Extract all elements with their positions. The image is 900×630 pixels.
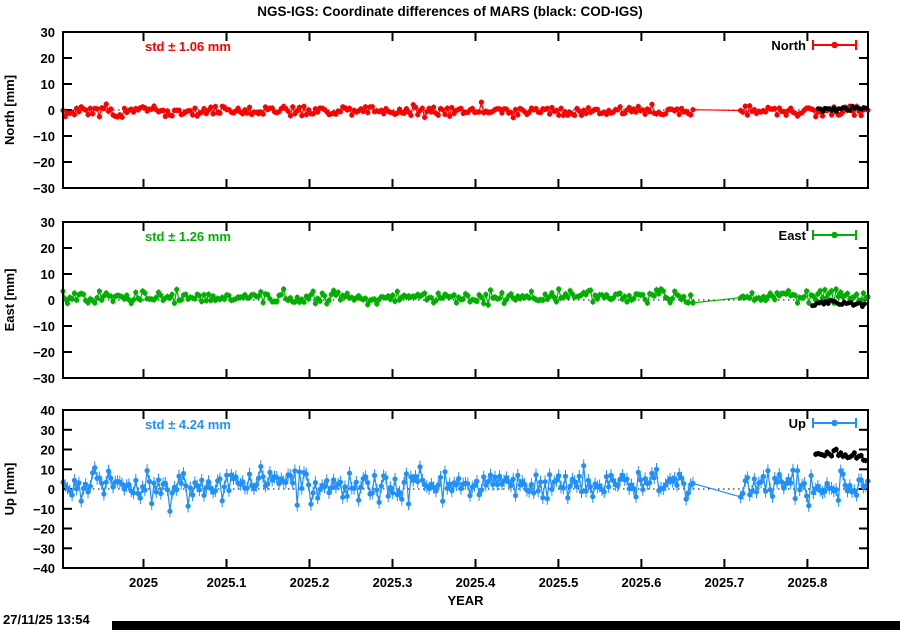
y-tick-label: 30 bbox=[41, 423, 55, 438]
x-tick-label: 2025.1 bbox=[207, 575, 247, 590]
series-east-main-points bbox=[60, 286, 871, 308]
y-tick-label: 20 bbox=[41, 51, 55, 66]
std-label: std ± 1.06 mm bbox=[145, 39, 231, 54]
y-tick-label: 30 bbox=[41, 215, 55, 230]
y-tick-label: 10 bbox=[41, 77, 55, 92]
x-tick-label: 2025.2 bbox=[290, 575, 330, 590]
y-axis-title: Up [mm] bbox=[2, 463, 17, 516]
series-up-main-points bbox=[60, 463, 871, 514]
series-up-overlay-points bbox=[813, 446, 869, 464]
y-tick-label: −30 bbox=[33, 371, 55, 386]
timestamp: 27/11/25 13:54 bbox=[3, 612, 90, 627]
std-label: std ± 4.24 mm bbox=[145, 417, 231, 432]
legend-symbol-point bbox=[831, 41, 838, 49]
y-tick-label: 10 bbox=[41, 462, 55, 477]
x-tick-label: 2025 bbox=[129, 575, 158, 590]
legend-symbol-point bbox=[831, 419, 838, 427]
legend-label: North bbox=[771, 38, 806, 53]
y-tick-label: 30 bbox=[41, 25, 55, 40]
y-tick-label: 0 bbox=[48, 482, 55, 497]
x-tick-label: 2025.5 bbox=[539, 575, 579, 590]
y-tick-label: 0 bbox=[48, 103, 55, 118]
y-tick-label: 40 bbox=[41, 403, 55, 418]
panel-north: 30 20 10 0 −10 −20 −30 North [mm] std ± 1.06 mm N… bbox=[2, 25, 871, 196]
series-north-overlay-points bbox=[815, 103, 869, 115]
legend-symbol-point bbox=[831, 231, 838, 239]
y-tick-label: −30 bbox=[33, 181, 55, 196]
x-tick-label: 2025.3 bbox=[373, 575, 413, 590]
panel-border bbox=[62, 221, 869, 379]
y-axis-title: North [mm] bbox=[2, 75, 17, 145]
y-tick-label: 20 bbox=[41, 241, 55, 256]
std-label: std ± 1.26 mm bbox=[145, 229, 231, 244]
y-axis-title: East [mm] bbox=[2, 269, 17, 332]
x-tick-label: 2025.4 bbox=[456, 575, 497, 590]
y-tick-label: −20 bbox=[33, 522, 55, 537]
y-tick-label: −10 bbox=[33, 319, 55, 334]
y-tick-label: −10 bbox=[33, 502, 55, 517]
x-tick-label: 2025.8 bbox=[788, 575, 828, 590]
bottom-bar bbox=[112, 621, 900, 630]
y-tick-label: −20 bbox=[33, 155, 55, 170]
x-tick-label: 2025.6 bbox=[622, 575, 662, 590]
y-tick-label: 10 bbox=[41, 267, 55, 282]
legend-label: East bbox=[779, 228, 807, 243]
y-tick-label: 0 bbox=[48, 293, 55, 308]
chart-title: NGS-IGS: Coordinate differences of MARS … bbox=[257, 4, 643, 19]
y-tick-label: −40 bbox=[33, 561, 55, 576]
legend-label: Up bbox=[789, 416, 806, 431]
panel-border bbox=[62, 31, 869, 189]
series-east-overlay-points bbox=[810, 297, 868, 309]
panel-east: 30 20 10 0 −10 −20 −30 East [mm] std ± 1.26 mm Ea… bbox=[2, 215, 871, 386]
y-tick-label: −20 bbox=[33, 345, 55, 360]
x-tick-label: 2025.7 bbox=[705, 575, 745, 590]
y-tick-label: −10 bbox=[33, 129, 55, 144]
x-axis-title: YEAR bbox=[447, 593, 484, 608]
y-tick-label: −30 bbox=[33, 541, 55, 556]
y-tick-label: 20 bbox=[41, 443, 55, 458]
panel-border bbox=[62, 409, 869, 569]
series-up-main-errorbars bbox=[62, 459, 869, 518]
panel-up: 40 30 20 10 0 −10 −20 −30 −40 Up [mm] std ± 4.24 m… bbox=[2, 403, 871, 576]
series-north-main-points bbox=[60, 99, 871, 121]
